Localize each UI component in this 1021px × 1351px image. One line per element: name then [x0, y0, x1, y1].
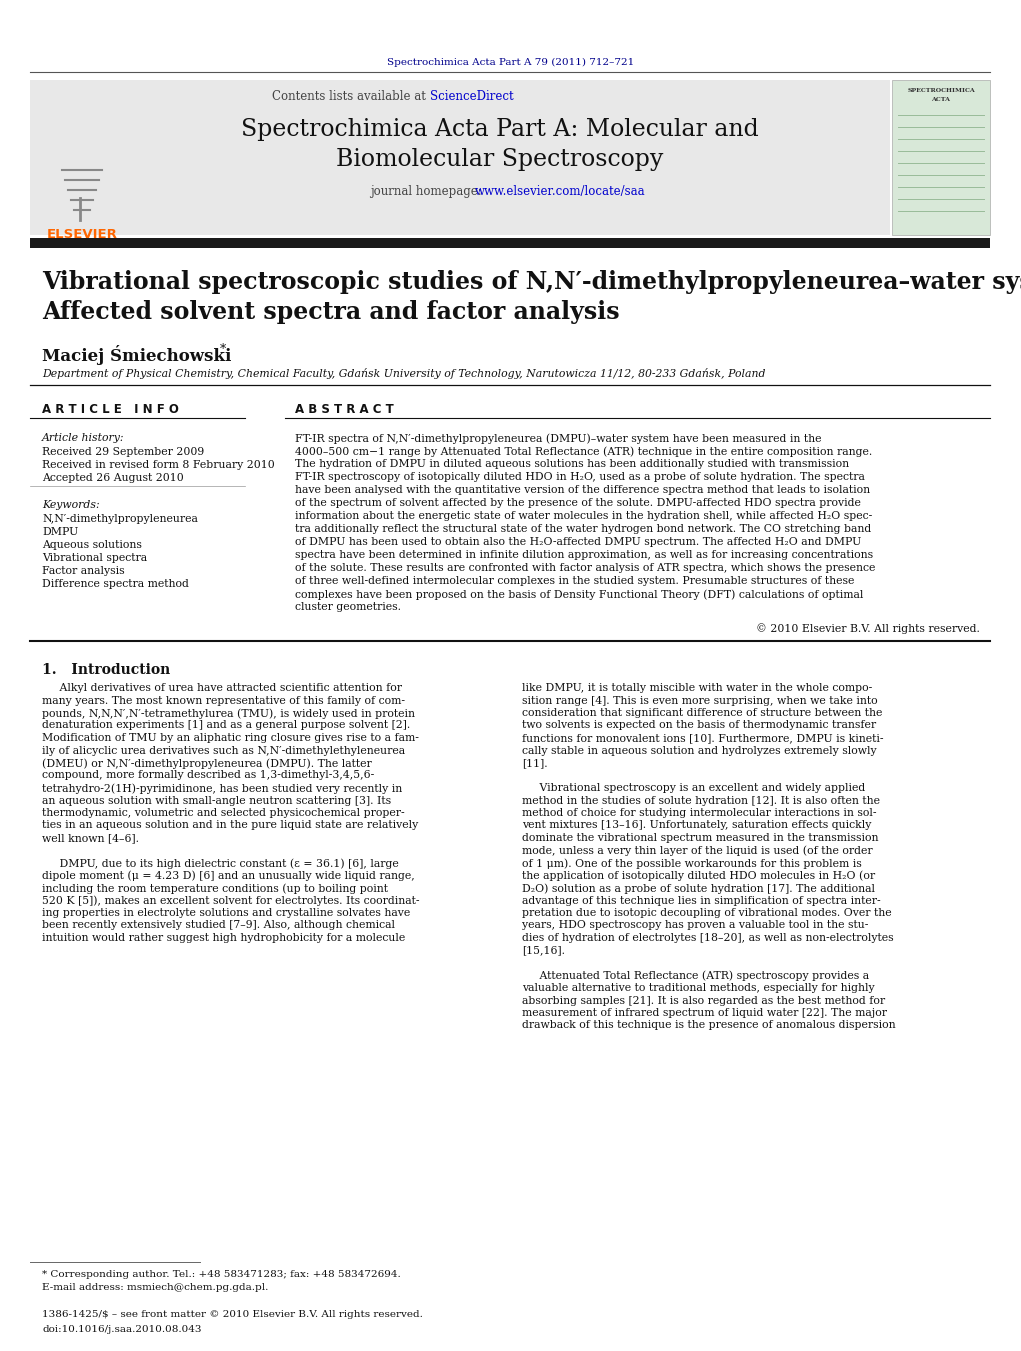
Text: intuition would rather suggest high hydrophobicity for a molecule: intuition would rather suggest high hydr… [42, 934, 405, 943]
Text: information about the energetic state of water molecules in the hydration shell,: information about the energetic state of… [295, 511, 872, 521]
Text: pounds, N,N,N′,N′-tetramethylurea (TMU), is widely used in protein: pounds, N,N,N′,N′-tetramethylurea (TMU),… [42, 708, 415, 719]
Text: The hydration of DMPU in diluted aqueous solutions has been additionally studied: The hydration of DMPU in diluted aqueous… [295, 459, 849, 469]
Text: Vibrational spectroscopy is an excellent and widely applied: Vibrational spectroscopy is an excellent… [522, 784, 865, 793]
Text: well known [4–6].: well known [4–6]. [42, 834, 139, 843]
Text: of 1 μm). One of the possible workarounds for this problem is: of 1 μm). One of the possible workaround… [522, 858, 862, 869]
Text: pretation due to isotopic decoupling of vibrational modes. Over the: pretation due to isotopic decoupling of … [522, 908, 891, 917]
Text: two solvents is expected on the basis of thermodynamic transfer: two solvents is expected on the basis of… [522, 720, 876, 731]
Text: DMPU: DMPU [42, 527, 79, 536]
Text: tetrahydro-2(1H)-pyrimidinone, has been studied very recently in: tetrahydro-2(1H)-pyrimidinone, has been … [42, 784, 402, 793]
Text: Biomolecular Spectroscopy: Biomolecular Spectroscopy [336, 149, 664, 172]
Text: *: * [220, 343, 227, 357]
Text: dies of hydration of electrolytes [18–20], as well as non-electrolytes: dies of hydration of electrolytes [18–20… [522, 934, 893, 943]
Text: 520 K [5]), makes an excellent solvent for electrolytes. Its coordinat-: 520 K [5]), makes an excellent solvent f… [42, 896, 420, 907]
Text: cally stable in aqueous solution and hydrolyzes extremely slowly: cally stable in aqueous solution and hyd… [522, 746, 877, 755]
Text: advantage of this technique lies in simplification of spectra inter-: advantage of this technique lies in simp… [522, 896, 881, 905]
Text: denaturation experiments [1] and as a general purpose solvent [2].: denaturation experiments [1] and as a ge… [42, 720, 410, 731]
Text: 1386-1425/$ – see front matter © 2010 Elsevier B.V. All rights reserved.: 1386-1425/$ – see front matter © 2010 El… [42, 1310, 423, 1319]
Text: compound, more formally described as 1,3-dimethyl-3,4,5,6-: compound, more formally described as 1,3… [42, 770, 375, 781]
Text: sition range [4]. This is even more surprising, when we take into: sition range [4]. This is even more surp… [522, 696, 878, 705]
Text: www.elsevier.com/locate/saa: www.elsevier.com/locate/saa [475, 185, 645, 199]
Text: tra additionally reflect the structural state of the water hydrogen bond network: tra additionally reflect the structural … [295, 524, 871, 534]
Text: Spectrochimica Acta Part A 79 (2011) 712–721: Spectrochimica Acta Part A 79 (2011) 712… [387, 58, 635, 68]
Text: Keywords:: Keywords: [42, 500, 100, 509]
Text: Affected solvent spectra and factor analysis: Affected solvent spectra and factor anal… [42, 300, 620, 324]
Text: Article history:: Article history: [42, 434, 125, 443]
Text: thermodynamic, volumetric and selected physicochemical proper-: thermodynamic, volumetric and selected p… [42, 808, 404, 817]
Text: been recently extensively studied [7–9]. Also, although chemical: been recently extensively studied [7–9].… [42, 920, 395, 931]
Text: functions for monovalent ions [10]. Furthermore, DMPU is kineti-: functions for monovalent ions [10]. Furt… [522, 734, 883, 743]
Text: valuable alternative to traditional methods, especially for highly: valuable alternative to traditional meth… [522, 984, 875, 993]
Text: dominate the vibrational spectrum measured in the transmission: dominate the vibrational spectrum measur… [522, 834, 878, 843]
Text: of the spectrum of solvent affected by the presence of the solute. DMPU-affected: of the spectrum of solvent affected by t… [295, 499, 861, 508]
Text: measurement of infrared spectrum of liquid water [22]. The major: measurement of infrared spectrum of liqu… [522, 1008, 887, 1019]
Bar [30, 80, 135, 235]
Text: ties in an aqueous solution and in the pure liquid state are relatively: ties in an aqueous solution and in the p… [42, 820, 419, 831]
Text: absorbing samples [21]. It is also regarded as the best method for: absorbing samples [21]. It is also regar… [522, 996, 885, 1005]
Text: cluster geometries.: cluster geometries. [295, 603, 401, 612]
Text: of three well-defined intermolecular complexes in the studied system. Presumable: of three well-defined intermolecular com… [295, 576, 855, 586]
Text: E-mail address: msmiech@chem.pg.gda.pl.: E-mail address: msmiech@chem.pg.gda.pl. [42, 1283, 269, 1292]
Text: drawback of this technique is the presence of anomalous dispersion: drawback of this technique is the presen… [522, 1020, 895, 1031]
Text: doi:10.1016/j.saa.2010.08.043: doi:10.1016/j.saa.2010.08.043 [42, 1325, 201, 1333]
Text: mode, unless a very thin layer of the liquid is used (of the order: mode, unless a very thin layer of the li… [522, 846, 873, 857]
Text: ScienceDirect: ScienceDirect [430, 91, 514, 103]
Text: 4000–500 cm−1 range by Attenuated Total Reflectance (ATR) technique in the entir: 4000–500 cm−1 range by Attenuated Total … [295, 446, 872, 457]
Text: ily of alicyclic urea derivatives such as N,N′-dimethylethyleneurea: ily of alicyclic urea derivatives such a… [42, 746, 405, 755]
Text: Received 29 September 2009: Received 29 September 2009 [42, 447, 204, 457]
Text: Factor analysis: Factor analysis [42, 566, 125, 576]
Text: Vibrational spectra: Vibrational spectra [42, 553, 147, 563]
Text: Difference spectra method: Difference spectra method [42, 580, 189, 589]
Text: A B S T R A C T: A B S T R A C T [295, 403, 394, 416]
Text: (DMEU) or N,N′-dimethylpropyleneurea (DMPU). The latter: (DMEU) or N,N′-dimethylpropyleneurea (DM… [42, 758, 372, 769]
Text: Accepted 26 August 2010: Accepted 26 August 2010 [42, 473, 184, 484]
Text: Alkyl derivatives of urea have attracted scientific attention for: Alkyl derivatives of urea have attracted… [42, 684, 402, 693]
Text: of DMPU has been used to obtain also the H₂O-affected DMPU spectrum. The affecte: of DMPU has been used to obtain also the… [295, 536, 862, 547]
Text: the application of isotopically diluted HDO molecules in H₂O (or: the application of isotopically diluted … [522, 870, 875, 881]
Text: Contents lists available at: Contents lists available at [273, 91, 430, 103]
Text: A R T I C L E   I N F O: A R T I C L E I N F O [42, 403, 179, 416]
Text: [11].: [11]. [522, 758, 547, 767]
Bar [30, 80, 890, 235]
Text: ACTA: ACTA [931, 97, 951, 101]
Text: method of choice for studying intermolecular interactions in sol-: method of choice for studying intermolec… [522, 808, 876, 817]
Bar [30, 238, 990, 249]
Text: Aqueous solutions: Aqueous solutions [42, 540, 142, 550]
Text: have been analysed with the quantitative version of the difference spectra metho: have been analysed with the quantitative… [295, 485, 870, 494]
Text: an aqueous solution with small-angle neutron scattering [3]. Its: an aqueous solution with small-angle neu… [42, 796, 391, 805]
Text: Department of Physical Chemistry, Chemical Faculty, Gdańsk University of Technol: Department of Physical Chemistry, Chemic… [42, 367, 766, 380]
Text: ELSEVIER: ELSEVIER [47, 228, 117, 240]
Text: © 2010 Elsevier B.V. All rights reserved.: © 2010 Elsevier B.V. All rights reserved… [757, 623, 980, 634]
Text: years, HDO spectroscopy has proven a valuable tool in the stu-: years, HDO spectroscopy has proven a val… [522, 920, 869, 931]
Text: * Corresponding author. Tel.: +48 583471283; fax: +48 583472694.: * Corresponding author. Tel.: +48 583471… [42, 1270, 401, 1279]
Text: like DMPU, it is totally miscible with water in the whole compo-: like DMPU, it is totally miscible with w… [522, 684, 872, 693]
Text: ing properties in electrolyte solutions and crystalline solvates have: ing properties in electrolyte solutions … [42, 908, 410, 917]
Text: complexes have been proposed on the basis of Density Functional Theory (DFT) cal: complexes have been proposed on the basi… [295, 589, 864, 600]
Text: including the room temperature conditions (up to boiling point: including the room temperature condition… [42, 884, 388, 893]
Text: Maciej Śmiechowski: Maciej Śmiechowski [42, 345, 232, 365]
Text: of the solute. These results are confronted with factor analysis of ATR spectra,: of the solute. These results are confron… [295, 563, 875, 573]
Text: Spectrochimica Acta Part A: Molecular and: Spectrochimica Acta Part A: Molecular an… [241, 118, 759, 141]
Text: N,N′-dimethylpropyleneurea: N,N′-dimethylpropyleneurea [42, 513, 198, 524]
Bar [892, 80, 990, 235]
Text: D₂O) solution as a probe of solute hydration [17]. The additional: D₂O) solution as a probe of solute hydra… [522, 884, 875, 893]
Text: 1.   Introduction: 1. Introduction [42, 663, 171, 677]
Text: method in the studies of solute hydration [12]. It is also often the: method in the studies of solute hydratio… [522, 796, 880, 805]
Text: [15,16].: [15,16]. [522, 946, 565, 955]
Text: Vibrational spectroscopic studies of N,N′-dimethylpropyleneurea–water system:: Vibrational spectroscopic studies of N,N… [42, 270, 1021, 295]
Text: vent mixtures [13–16]. Unfortunately, saturation effects quickly: vent mixtures [13–16]. Unfortunately, sa… [522, 820, 871, 831]
Text: FT-IR spectra of N,N′-dimethylpropyleneurea (DMPU)–water system have been measur: FT-IR spectra of N,N′-dimethylpropyleneu… [295, 434, 822, 443]
Text: dipole moment (μ = 4.23 D) [6] and an unusually wide liquid range,: dipole moment (μ = 4.23 D) [6] and an un… [42, 870, 415, 881]
Text: Received in revised form 8 February 2010: Received in revised form 8 February 2010 [42, 459, 275, 470]
Text: spectra have been determined in infinite dilution approximation, as well as for : spectra have been determined in infinite… [295, 550, 873, 561]
Text: SPECTROCHIMICA: SPECTROCHIMICA [907, 88, 975, 93]
Text: Modification of TMU by an aliphatic ring closure gives rise to a fam-: Modification of TMU by an aliphatic ring… [42, 734, 419, 743]
Text: Attenuated Total Reflectance (ATR) spectroscopy provides a: Attenuated Total Reflectance (ATR) spect… [522, 970, 869, 981]
Text: FT-IR spectroscopy of isotopically diluted HDO in H₂O, used as a probe of solute: FT-IR spectroscopy of isotopically dilut… [295, 471, 865, 482]
Text: consideration that significant difference of structure between the: consideration that significant differenc… [522, 708, 882, 717]
Text: journal homepage:: journal homepage: [370, 185, 486, 199]
Text: many years. The most known representative of this family of com-: many years. The most known representativ… [42, 696, 405, 705]
Text: DMPU, due to its high dielectric constant (ε = 36.1) [6], large: DMPU, due to its high dielectric constan… [42, 858, 399, 869]
